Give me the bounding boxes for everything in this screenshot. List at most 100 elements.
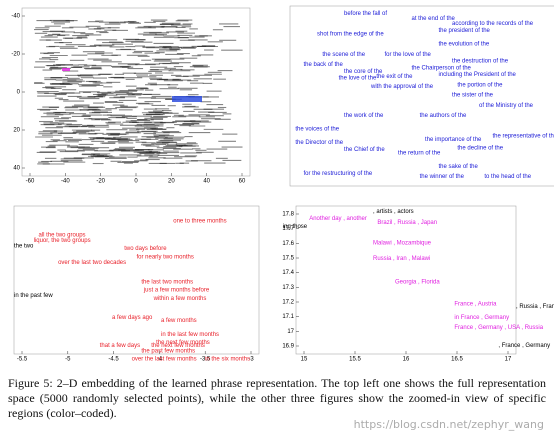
panel: before the fall of at the end of theaccor… <box>289 5 554 187</box>
x-tick-label: -4.5 <box>108 357 119 363</box>
x-tick-label: -3.5 <box>200 357 211 363</box>
phrase-label: in France , Germany <box>454 315 509 321</box>
phrase-label: that a few days <box>100 343 140 349</box>
y-tick-label: 17.1 <box>282 314 294 320</box>
x-tick-label: 40 <box>203 179 210 185</box>
phrase-label: the decline of the <box>457 145 503 151</box>
y-tick-label: 16.9 <box>282 344 294 350</box>
caption: Figure 5: 2–D embedding of the learned p… <box>8 376 546 420</box>
x-tick-label: 17 <box>505 357 512 363</box>
phrase-label: one to three months <box>173 219 226 225</box>
y-tick-label: 0 <box>17 90 21 96</box>
phrase-label: just a few months before <box>143 288 210 294</box>
phrase-label: to the head of the <box>484 174 531 180</box>
phrase-label: Brazil , Russia , Japan <box>377 220 437 226</box>
y-tick-label: -40 <box>11 14 20 20</box>
phrase-label: the back of the <box>304 62 344 68</box>
phrase-label: two days before <box>124 246 167 252</box>
phrase-label: , France , Germany <box>498 343 550 349</box>
phrase-label: over the last few months <box>132 357 197 363</box>
phrase-label: the next few months <box>151 343 205 349</box>
plot-frame <box>13 205 260 355</box>
phrase-label: the love of the <box>339 76 377 82</box>
y-tick-label: -20 <box>11 52 20 58</box>
y-tick-label: 17.3 <box>282 285 294 291</box>
x-tick-label: 15.5 <box>349 357 361 363</box>
phrase-label: France , Germany , USA , Russia <box>454 325 543 331</box>
phrase-label: for nearly two months <box>137 254 194 260</box>
y-tick-label: 17.2 <box>282 300 294 306</box>
plot-frame <box>289 5 554 187</box>
phrase-label: with the approval of the <box>370 84 434 90</box>
phrase-label: , artists , actors <box>373 209 414 215</box>
phrase-label: within a few months <box>153 296 207 302</box>
phrase-label: Georgia , Florida <box>395 279 440 285</box>
phrase-label: for the love of the <box>385 52 432 58</box>
y-tick-label: 17.6 <box>282 241 294 247</box>
phrase-label: the return of the <box>398 150 441 156</box>
phrase-label: the work of the <box>344 113 384 119</box>
phrase-label: the sake of the <box>439 164 479 170</box>
x-tick-label: 15 <box>301 357 308 363</box>
phrase-label: the voices of the <box>295 127 339 133</box>
phrase-label: the core of the <box>344 69 383 75</box>
phrase-label: according to the records of the <box>452 21 534 27</box>
phrase-label: the representative of the <box>493 133 554 139</box>
highlight-magenta <box>62 68 70 71</box>
phrase-label: the scene of the <box>322 52 365 58</box>
y-tick-label: 40 <box>13 166 20 172</box>
phrase-label: the sister of the <box>452 93 494 99</box>
phrase-label: in the last few months <box>161 332 219 338</box>
phrase-label: over the last two decades <box>58 260 126 266</box>
highlight-blue <box>172 96 202 102</box>
phrase-label: Russia , Iran , Malawi <box>373 256 430 262</box>
phrase-label: the portion of the <box>457 82 503 88</box>
phrase-label: of the Ministry of the <box>479 103 534 109</box>
phrase-label: at the end of the <box>412 16 456 22</box>
x-tick-label: -4 <box>157 357 163 363</box>
panel: -5.5 -5 -4.5 -4 -3.5 -3 one to three months all… <box>13 205 260 363</box>
x-tick-label: -3 <box>248 357 254 363</box>
x-tick-label: -20 <box>96 179 105 185</box>
phrase-label: the destruction of the <box>452 59 509 65</box>
panel: -60 -40 -20 0 20 40 60 -40 -20 0 20 40 <box>11 7 251 185</box>
y-tick-label: 20 <box>13 128 20 134</box>
phrase-label: the exit of the <box>376 74 413 80</box>
phrase-label: before the fall of <box>344 11 387 17</box>
phrase-label: ing those <box>283 224 308 230</box>
phrase-label: , Russia , France <box>516 304 554 310</box>
figure: -60 -40 -20 0 20 40 60 -40 -20 0 20 40 before the fa… <box>11 5 554 363</box>
y-tick-label: 17.5 <box>282 256 294 262</box>
phrase-label: the Director of the <box>295 140 343 146</box>
x-tick-label: -5.5 <box>17 357 28 363</box>
phrase-label: for the restructuring of the <box>304 171 373 177</box>
panel: 15 15.5 16 16.5 17 17.8 17.7 17.6 17.5 17.4 17.3 17… <box>282 205 554 363</box>
phrase-label: Malawi , Mozambique <box>373 241 432 247</box>
phrase-label: the authors of the <box>420 113 467 119</box>
phrase-label: all the two groups <box>39 232 86 238</box>
phrase-label: a few months <box>161 318 197 324</box>
y-tick-label: 17.8 <box>282 212 294 218</box>
y-tick-label: 17.4 <box>282 270 294 276</box>
phrase-label: shot from the edge of the <box>317 31 384 37</box>
phrase-label: in the six months <box>205 357 250 363</box>
phrase-label: in the past few <box>14 293 53 299</box>
phrase-label: Another day , another <box>309 216 367 222</box>
phrase-label: liquor, the two groups <box>34 238 91 244</box>
phrase-label: the Chairperson of the <box>412 65 472 71</box>
phrase-label: the evolution of the <box>439 42 490 48</box>
x-tick-label: 16.5 <box>451 357 463 363</box>
x-tick-label: -60 <box>26 179 35 185</box>
x-tick-label: -40 <box>61 179 70 185</box>
phrase-label: the next few months <box>156 340 210 346</box>
x-tick-label: 60 <box>239 179 246 185</box>
y-tick-label: 17.7 <box>282 226 294 232</box>
x-tick-label: -5 <box>65 357 71 363</box>
phrase-label: France , Austria <box>454 301 497 307</box>
x-tick-label: 16 <box>403 357 410 363</box>
phrase-label: the last two months <box>141 279 193 285</box>
phrase-label: the winner of the <box>420 174 465 180</box>
phrase-label: the two <box>14 243 34 249</box>
watermark: https://blog.csdn.net/zephyr_wang <box>353 418 544 431</box>
